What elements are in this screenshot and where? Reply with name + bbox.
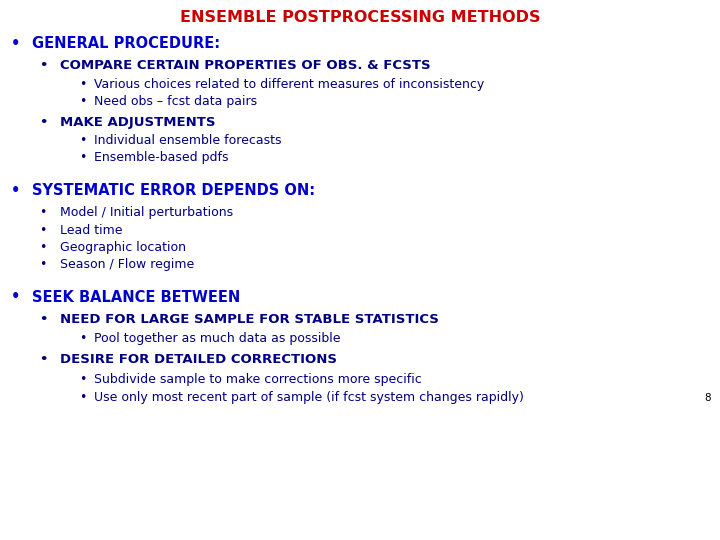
Text: Individual ensemble forecasts: Individual ensemble forecasts [94,134,281,147]
Text: Lead time: Lead time [60,224,122,237]
Text: •: • [79,95,86,108]
Text: GENERAL PROCEDURE:: GENERAL PROCEDURE: [32,36,220,51]
Text: Ensemble-based pdfs: Ensemble-based pdfs [94,151,228,164]
Text: •: • [40,258,47,271]
Text: ENSEMBLE POSTPROCESSING METHODS: ENSEMBLE POSTPROCESSING METHODS [180,10,540,25]
Text: Model / Initial perturbations: Model / Initial perturbations [60,206,233,219]
Text: •: • [40,224,47,237]
Text: Pool together as much data as possible: Pool together as much data as possible [94,332,340,345]
Text: •: • [11,36,20,51]
Text: •: • [11,289,20,305]
Text: •: • [40,241,47,254]
Text: •: • [40,206,47,219]
Text: •: • [79,392,86,404]
Text: •: • [40,116,48,129]
Text: •: • [79,151,86,164]
Text: •: • [79,373,86,386]
Text: Geographic location: Geographic location [60,241,186,254]
Text: Need obs – fcst data pairs: Need obs – fcst data pairs [94,95,257,108]
Text: •: • [40,353,48,366]
Text: Use only most recent part of sample (if fcst system changes rapidly): Use only most recent part of sample (if … [94,392,523,404]
Text: •: • [40,313,48,326]
Text: Various choices related to different measures of inconsistency: Various choices related to different mea… [94,78,484,91]
Text: SYSTEMATIC ERROR DEPENDS ON:: SYSTEMATIC ERROR DEPENDS ON: [32,183,315,198]
Text: •: • [11,183,20,198]
Text: •: • [40,59,48,72]
Text: NEED FOR LARGE SAMPLE FOR STABLE STATISTICS: NEED FOR LARGE SAMPLE FOR STABLE STATIST… [60,313,438,326]
Text: MAKE ADJUSTMENTS: MAKE ADJUSTMENTS [60,116,215,129]
Text: DESIRE FOR DETAILED CORRECTIONS: DESIRE FOR DETAILED CORRECTIONS [60,353,337,366]
Text: 8: 8 [705,393,711,403]
Text: •: • [79,78,86,91]
Text: COMPARE CERTAIN PROPERTIES OF OBS. & FCSTS: COMPARE CERTAIN PROPERTIES OF OBS. & FCS… [60,59,431,72]
Text: SEEK BALANCE BETWEEN: SEEK BALANCE BETWEEN [32,289,240,305]
Text: •: • [79,134,86,147]
Text: •: • [79,332,86,345]
Text: Subdivide sample to make corrections more specific: Subdivide sample to make corrections mor… [94,373,421,386]
Text: Season / Flow regime: Season / Flow regime [60,258,194,271]
